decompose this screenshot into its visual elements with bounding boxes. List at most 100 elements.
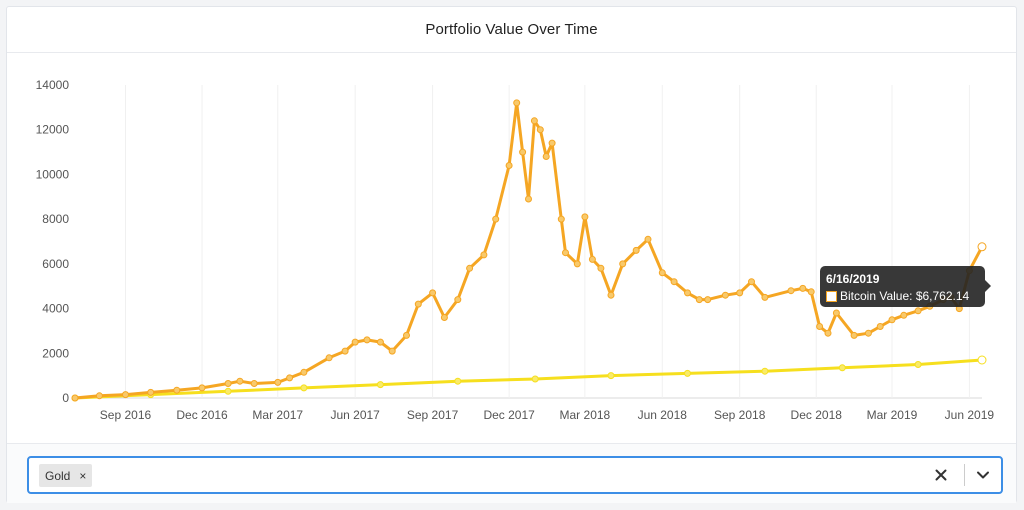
bitcoin-data-point: [644, 235, 652, 243]
bitcoin-data-point: [388, 347, 396, 355]
bitcoin-data-point: [376, 338, 384, 346]
bitcoin-data-point: [173, 386, 181, 394]
bitcoin-data-point: [573, 260, 581, 268]
gold-data-point: [684, 369, 691, 377]
bitcoin-data-point: [325, 354, 333, 362]
gold-data-point: [300, 384, 308, 392]
bitcoin-data-point: [341, 347, 349, 355]
bitcoin-data-point: [695, 296, 703, 304]
tooltip-row: Bitcoin Value: $6,762.14: [826, 288, 979, 305]
bitcoin-data-point: [198, 384, 206, 392]
x-tick-label: Dec 2018: [791, 408, 843, 422]
bitcoin-data-point: [286, 374, 294, 382]
bitcoin-data-point: [704, 296, 712, 304]
bitcoin-data-point: [536, 126, 544, 134]
gold-series-line: [73, 358, 984, 400]
gold-data-point: [914, 361, 922, 368]
bitcoin-data-point: [440, 314, 448, 321]
bitcoin-data-point: [71, 394, 79, 402]
bitcoin-data-point: [736, 289, 744, 297]
y-tick-label: 12000: [36, 123, 70, 137]
gold-data-point: [838, 364, 846, 372]
bitcoin-data-point: [492, 215, 500, 223]
bitcoin-data-point: [250, 380, 258, 387]
chart-card: Portfolio Value Over Time 0 2000 4000 6000 8…: [6, 6, 1017, 503]
bitcoin-data-point: [684, 289, 691, 297]
chart-area: 0 2000 4000 6000 8000 10000 12000 14000 Sep 2016…: [7, 53, 1018, 443]
bitcoin-data-point: [300, 368, 308, 376]
y-tick-label: 4000: [42, 302, 69, 316]
selected-chip-gold: Gold ×: [39, 464, 93, 487]
gold-data-point: [224, 387, 232, 395]
asset-select[interactable]: Gold ×: [27, 456, 1003, 494]
dropdown-button[interactable]: [970, 462, 996, 488]
bitcoin-data-point: [548, 139, 556, 147]
bitcoin-data-point: [147, 388, 155, 396]
tooltip-value: Bitcoin Value: $6,762.14: [840, 289, 970, 303]
bitcoin-data-point: [748, 278, 755, 286]
select-divider: [964, 464, 965, 486]
bitcoin-data-point: [480, 251, 488, 259]
bitcoin-data-point: [607, 291, 615, 299]
bitcoin-data-point: [351, 338, 359, 346]
bitcoin-data-point: [525, 195, 532, 203]
bitcoin-data-point: [557, 215, 565, 223]
x-tick-label: Mar 2019: [867, 408, 918, 422]
bitcoin-data-point: [597, 264, 605, 272]
x-tick-label: Jun 2018: [638, 408, 688, 422]
y-tick-label: 10000: [36, 167, 70, 181]
close-icon: [935, 469, 947, 481]
y-tick-label: 8000: [42, 212, 69, 226]
bitcoin-data-point: [414, 300, 422, 308]
bitcoin-data-point: [505, 162, 513, 169]
bitcoin-data-point: [787, 287, 795, 295]
page-title: Portfolio Value Over Time: [425, 21, 598, 38]
x-tick-label: Dec 2016: [176, 408, 228, 422]
card-header: Portfolio Value Over Time: [7, 7, 1016, 53]
line-chart: 0 2000 4000 6000 8000 10000 12000 14000 Sep 2016…: [36, 78, 995, 422]
bitcoin-data-point: [519, 148, 527, 156]
y-tick-label: 6000: [42, 257, 69, 271]
tooltip-swatch: [826, 291, 837, 302]
clear-button[interactable]: [928, 462, 954, 488]
chip-label: Gold: [45, 468, 71, 483]
x-tick-label: Jun 2019: [945, 408, 995, 422]
bitcoin-data-point: [122, 391, 129, 399]
bitcoin-data-point: [224, 380, 232, 387]
x-tick-label: Mar 2017: [252, 408, 303, 422]
chart-tooltip: 6/16/2019 Bitcoin Value: $6,762.14: [820, 266, 991, 307]
bitcoin-data-point: [658, 269, 666, 277]
bitcoin-data-point: [588, 255, 596, 263]
bitcoin-data-point: [850, 331, 858, 339]
bitcoin-data-point: [876, 323, 884, 330]
bitcoin-data-point: [824, 329, 832, 337]
gold-data-point: [454, 377, 462, 385]
gold-data-point: [761, 367, 769, 375]
y-tick-label: 0: [62, 391, 69, 405]
bitcoin-data-point: [542, 153, 550, 160]
filter-bar: Gold ×: [7, 443, 1016, 503]
bitcoin-data-point: [274, 378, 282, 386]
bitcoin-data-point: [900, 311, 908, 319]
y-tick-label: 2000: [42, 346, 69, 360]
bitcoin-data-point: [403, 331, 410, 339]
chip-remove-icon[interactable]: ×: [79, 468, 87, 483]
bitcoin-data-point: [807, 288, 815, 296]
gold-data-point: [607, 372, 615, 380]
y-tick-label: 14000: [36, 78, 70, 92]
bitcoin-data-point: [816, 323, 824, 330]
bitcoin-data-point: [761, 293, 769, 301]
bitcoin-data-point: [888, 316, 896, 324]
gold-data-point: [376, 381, 384, 389]
bitcoin-data-point: [466, 264, 474, 272]
tooltip-date: 6/16/2019: [826, 272, 880, 286]
x-tick-label: Dec 2017: [483, 408, 535, 422]
bitcoin-data-point: [619, 260, 627, 268]
bitcoin-data-point: [832, 309, 840, 317]
gold-data-point: [531, 375, 539, 383]
bitcoin-data-point: [632, 246, 640, 254]
bitcoin-data-point: [562, 249, 569, 257]
chevron-down-icon: [977, 471, 989, 479]
bitcoin-data-point: [236, 377, 244, 385]
bitcoin-data-point: [581, 213, 589, 221]
